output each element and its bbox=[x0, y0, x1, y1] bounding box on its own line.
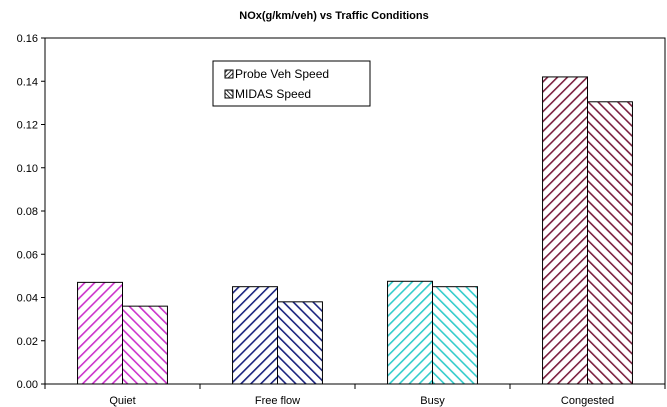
x-axis: Quiet Free flow Busy Congested bbox=[44, 384, 666, 407]
y-axis: 0.00 0.02 0.04 0.06 0.08 0.10 0.12 0.14 0.16 bbox=[17, 33, 45, 391]
y-tick-label: 0.06 bbox=[17, 249, 38, 261]
bar bbox=[432, 286, 478, 385]
bar bbox=[387, 280, 433, 385]
bar bbox=[277, 301, 323, 385]
bar bbox=[587, 101, 633, 385]
x-tick-label: Quiet bbox=[109, 395, 135, 407]
legend-swatch bbox=[224, 89, 234, 99]
x-tick-label: Free flow bbox=[255, 395, 300, 407]
y-tick-label: 0.08 bbox=[17, 206, 38, 218]
legend-box bbox=[212, 60, 371, 107]
y-tick-label: 0.00 bbox=[17, 379, 38, 391]
legend: Probe Veh Speed MIDAS Speed bbox=[212, 60, 371, 107]
bar bbox=[542, 76, 588, 385]
bar bbox=[122, 305, 168, 385]
x-tick-label: Busy bbox=[420, 395, 445, 407]
y-tick-label: 0.14 bbox=[17, 76, 38, 88]
bar-series bbox=[77, 76, 633, 385]
y-tick-label: 0.04 bbox=[17, 293, 38, 305]
bar bbox=[232, 286, 279, 385]
y-tick-label: 0.12 bbox=[17, 120, 38, 132]
bar bbox=[77, 281, 124, 385]
y-tick-label: 0.10 bbox=[17, 163, 38, 175]
x-tick-label: Congested bbox=[561, 395, 614, 407]
legend-swatch bbox=[224, 69, 234, 79]
legend-label: MIDAS Speed bbox=[235, 87, 311, 101]
y-tick-label: 0.02 bbox=[17, 336, 38, 348]
legend-label: Probe Veh Speed bbox=[235, 67, 329, 81]
chart-title: NOx(g/km/veh) vs Traffic Conditions bbox=[239, 10, 428, 22]
y-tick-label: 0.16 bbox=[17, 33, 38, 45]
